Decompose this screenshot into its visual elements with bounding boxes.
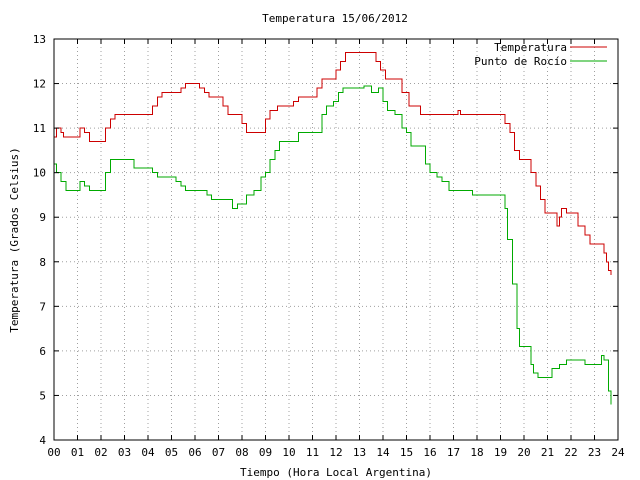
x-tick-label: 02 <box>94 446 107 459</box>
x-tick-label: 06 <box>188 446 201 459</box>
x-tick-label: 07 <box>212 446 225 459</box>
grid-lines <box>54 39 618 440</box>
x-tick-label: 23 <box>588 446 601 459</box>
x-tick-label: 18 <box>470 446 483 459</box>
y-tick-label: 4 <box>39 434 46 447</box>
legend-label-punto-de-rocio: Punto de Rocío <box>474 55 567 68</box>
x-axis-ticks: 00 01 02 03 04 05 06 07 08 09 10 11 12 13 14 15 16 17 18 19… <box>47 39 625 459</box>
x-tick-label: 09 <box>259 446 272 459</box>
x-tick-label: 15 <box>400 446 413 459</box>
y-axis-title: Temperatura (Grados Celsius) <box>8 147 21 332</box>
x-tick-label: 19 <box>494 446 507 459</box>
series-line-punto-de-rocio <box>54 85 612 405</box>
x-tick-label: 14 <box>376 446 390 459</box>
y-tick-label: 7 <box>39 300 46 313</box>
x-tick-label: 01 <box>71 446 84 459</box>
y-tick-label: 6 <box>39 345 46 358</box>
x-tick-label: 16 <box>423 446 436 459</box>
series-layer <box>54 51 612 405</box>
x-tick-label: 11 <box>306 446 319 459</box>
x-tick-label: 22 <box>564 446 577 459</box>
y-tick-label: 8 <box>39 256 46 269</box>
x-tick-label: 24 <box>611 446 625 459</box>
y-tick-label: 13 <box>33 33 46 46</box>
y-axis-ticks: 4 5 6 7 8 9 10 11 12 13 <box>33 33 618 447</box>
chart-title: Temperatura 15/06/2012 <box>262 12 408 25</box>
x-tick-label: 13 <box>353 446 366 459</box>
legend-label-temperatura: Temperatura <box>494 41 567 54</box>
x-tick-label: 21 <box>541 446 554 459</box>
legend: Temperatura Punto de Rocío <box>474 41 607 68</box>
y-tick-label: 5 <box>39 389 46 402</box>
x-tick-label: 08 <box>235 446 248 459</box>
x-tick-label: 05 <box>165 446 178 459</box>
y-tick-label: 11 <box>33 122 46 135</box>
x-axis-title: Tiempo (Hora Local Argentina) <box>240 466 432 479</box>
y-tick-label: 9 <box>39 211 46 224</box>
x-tick-label: 17 <box>447 446 460 459</box>
x-tick-label: 04 <box>141 446 155 459</box>
x-tick-label: 20 <box>517 446 530 459</box>
x-tick-label: 12 <box>329 446 342 459</box>
series-line-temperatura <box>54 51 612 276</box>
x-tick-label: 00 <box>47 446 60 459</box>
x-tick-label: 10 <box>282 446 295 459</box>
y-tick-label: 12 <box>33 78 46 91</box>
x-tick-label: 03 <box>118 446 131 459</box>
y-tick-label: 10 <box>33 167 46 180</box>
